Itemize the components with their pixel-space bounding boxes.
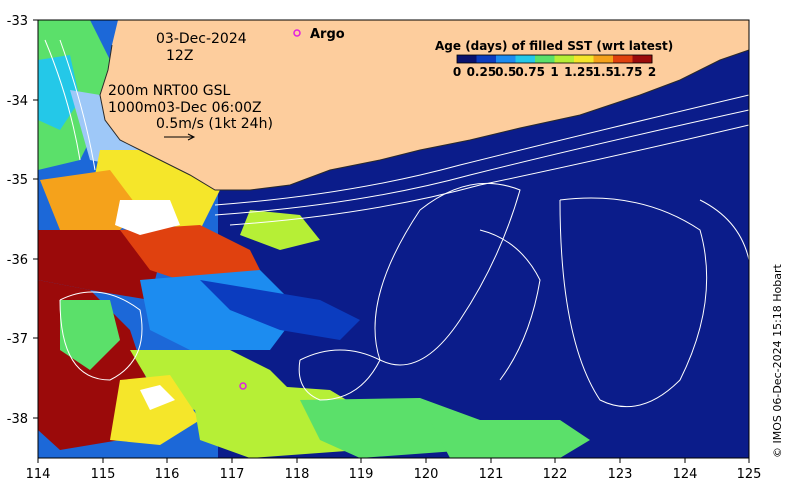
- argo-legend-label: Argo: [310, 27, 345, 42]
- lon-tick-label: 124: [673, 467, 698, 482]
- colorbar-swatch: [554, 55, 575, 63]
- colorbar-tick-label: 0.5: [495, 65, 516, 79]
- colorbar-swatch: [632, 55, 653, 63]
- colorbar-swatch: [613, 55, 633, 63]
- lat-tick-label: -38: [7, 412, 28, 427]
- latitude-axis-labels: -33 -34 -35 -36 -37 -38: [7, 14, 28, 427]
- contour-lines: [44, 39, 749, 408]
- colorbar-tick-labels: 0 0.250.50.75 1 1.251.51.75 2: [453, 65, 656, 79]
- land-edge: [99, 44, 749, 191]
- colorbar-swatch: [496, 55, 516, 63]
- time-label: 12Z: [166, 48, 193, 64]
- velocity-scale-arrow: [164, 133, 196, 141]
- lon-tick-label: 120: [414, 467, 439, 482]
- lat-tick-label: -37: [7, 332, 28, 347]
- plot-frame: [37, 19, 750, 459]
- lat-tick-label: -35: [7, 173, 28, 188]
- colorbar-tick-label: 1.5: [593, 65, 614, 79]
- lat-tick-label: -36: [7, 253, 28, 268]
- lon-tick-label: 125: [737, 467, 762, 482]
- colorbar-swatch: [593, 55, 614, 63]
- longitude-axis-labels: 114 115 116 117 118 119 120 121 122 123 …: [26, 467, 762, 482]
- colorbar-tick-label: 2: [648, 65, 656, 79]
- lat-tick-label: -34: [7, 94, 28, 109]
- lon-tick-label: 116: [155, 467, 180, 482]
- lon-tick-label: 121: [479, 467, 504, 482]
- colorbar-tick-label: 0.75: [515, 65, 545, 79]
- contour-legend-line-2: 1000m03-Dec 06:00Z: [108, 100, 262, 116]
- lon-tick-label: 122: [543, 467, 568, 482]
- map-plot-area: [38, 20, 749, 458]
- lon-tick-label: 117: [220, 467, 245, 482]
- argo-legend-marker: [293, 29, 301, 37]
- lon-tick-label: 123: [608, 467, 633, 482]
- argo-float-marker: [239, 382, 247, 390]
- axis-ticks: [33, 19, 750, 463]
- colorbar-swatch: [535, 55, 555, 63]
- colorbar-tick-label: 1.25: [564, 65, 594, 79]
- colorbar-swatch: [515, 55, 536, 63]
- colorbar-swatch: [574, 55, 594, 63]
- lon-tick-label: 114: [26, 467, 51, 482]
- colorbar-frame: [456, 54, 653, 64]
- lon-tick-label: 115: [91, 467, 116, 482]
- contour-legend-line-1: 200m NRT00 GSL: [108, 83, 231, 99]
- colorbar-title: Age (days) of filled SST (wrt latest): [435, 39, 673, 53]
- lon-tick-label: 118: [285, 467, 310, 482]
- credit-label: © IMOS 06-Dec-2024 15:18 Hobart: [771, 263, 784, 458]
- colorbar-swatch: [457, 55, 477, 63]
- colorbar-tick-label: 1.75: [613, 65, 643, 79]
- lat-tick-label: -33: [7, 14, 28, 29]
- colorbar-tick-label: 1: [550, 65, 558, 79]
- colorbar-swatch: [476, 55, 497, 63]
- colorbar-tick-label: 0: [453, 65, 461, 79]
- date-label: 03-Dec-2024: [156, 31, 247, 47]
- colorbar-tick-label: 0.25: [467, 65, 497, 79]
- lon-tick-label: 119: [349, 467, 374, 482]
- colorbar-swatches: [457, 55, 653, 63]
- velocity-scale-label: 0.5m/s (1kt 24h): [156, 116, 273, 132]
